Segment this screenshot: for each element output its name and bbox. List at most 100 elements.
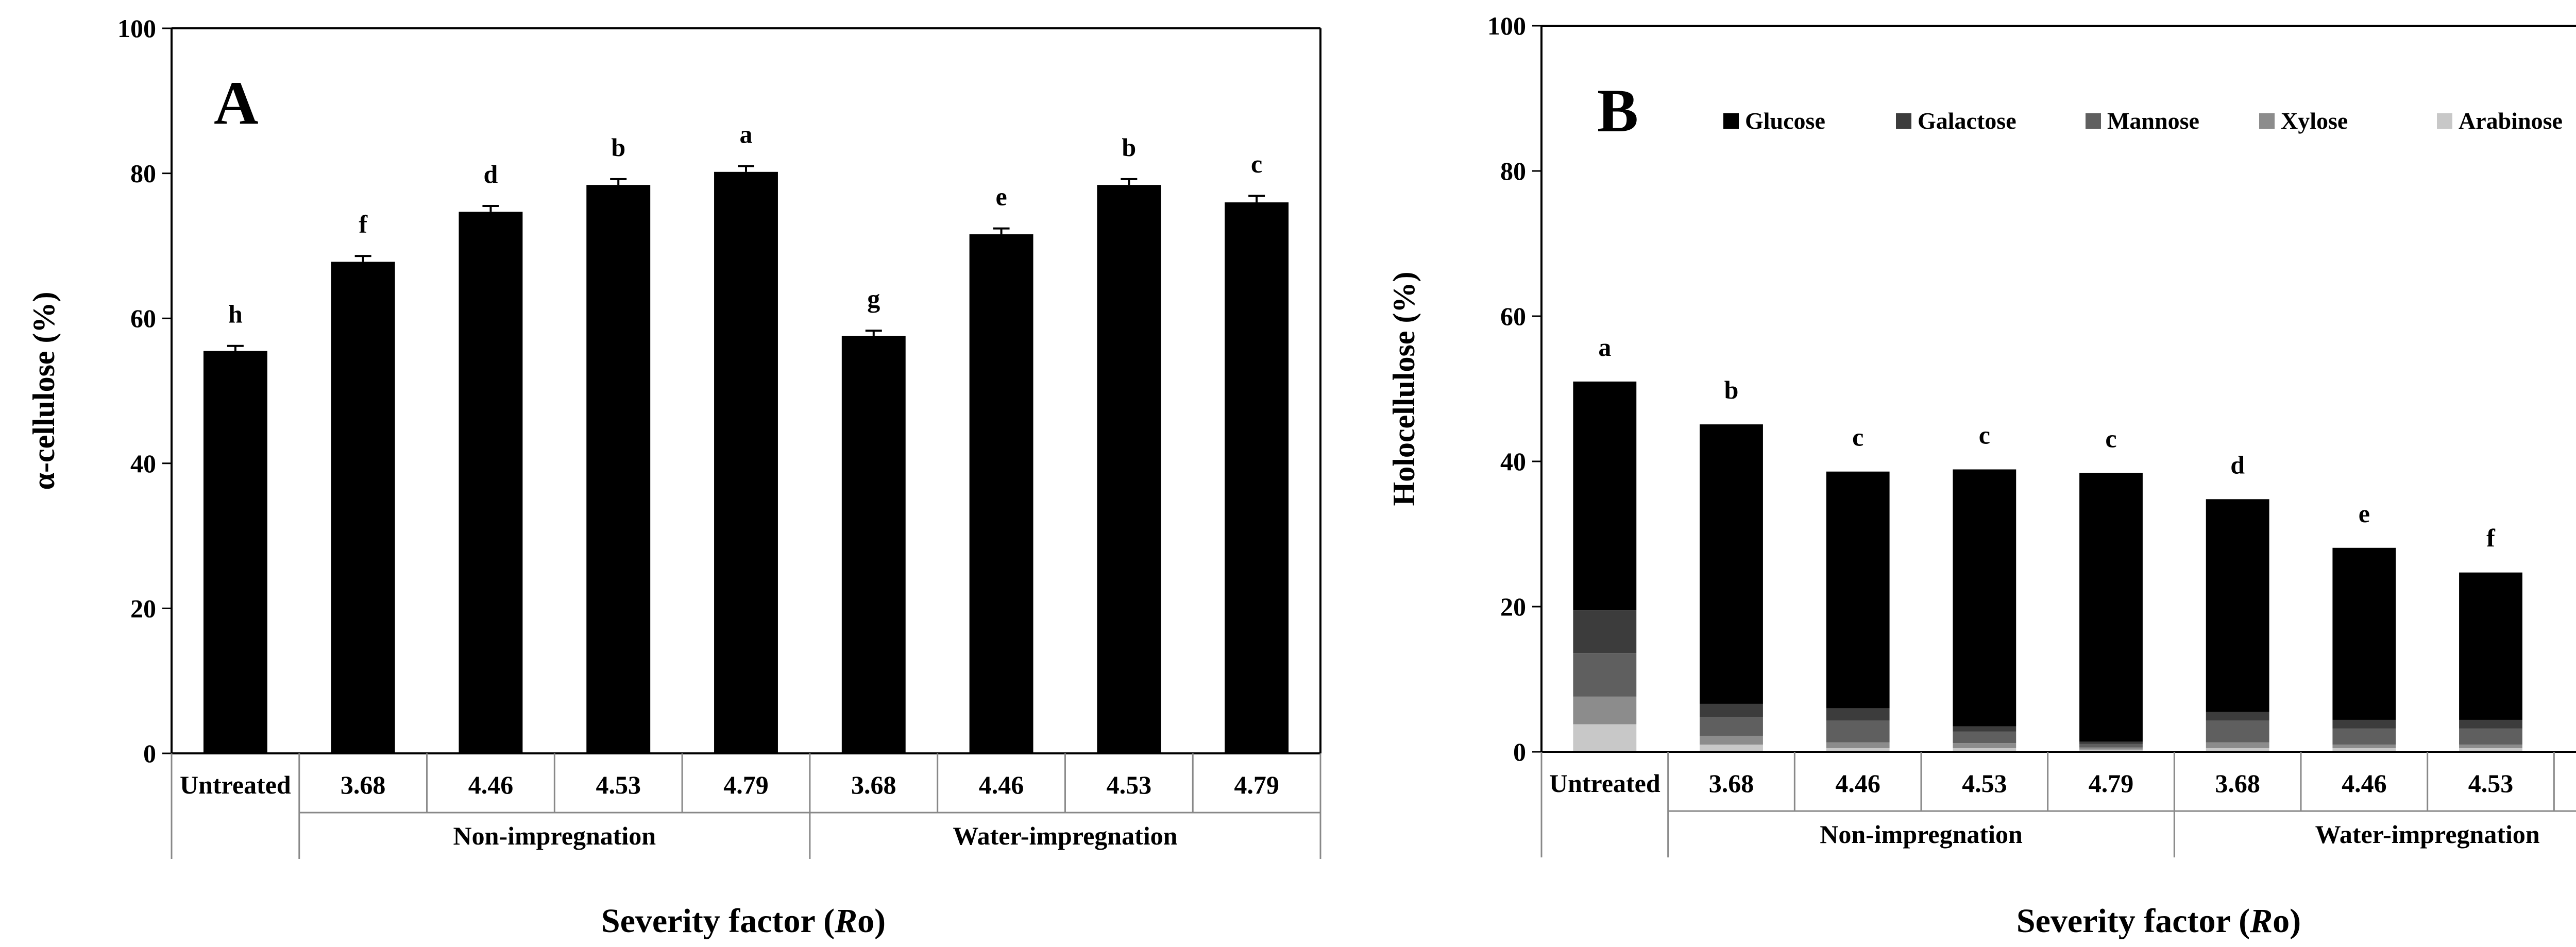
significance-letter: a bbox=[740, 120, 753, 149]
legend-label: Galactose bbox=[1918, 108, 2016, 134]
legend-label: Xylose bbox=[2281, 108, 2348, 134]
bar bbox=[841, 335, 906, 753]
stacked-bar-segment-xylose bbox=[2459, 744, 2522, 748]
x-category-label: 3.68 bbox=[2215, 769, 2260, 798]
legend-label: Mannose bbox=[2107, 108, 2199, 134]
stacked-bar-segment-xylose bbox=[1573, 696, 1637, 725]
bar bbox=[1097, 185, 1161, 754]
x-category-label: 3.68 bbox=[341, 770, 386, 799]
stacked-bar-segment-arabinose bbox=[2206, 748, 2269, 752]
y-tick-label: 100 bbox=[117, 14, 156, 43]
significance-letter: b bbox=[611, 133, 625, 162]
x-axis-label: Severity factor (Ro) bbox=[2016, 902, 2301, 940]
x-axis-label-part: Severity factor ( bbox=[601, 902, 835, 940]
stacked-bar-segment-galactose bbox=[2459, 719, 2522, 729]
y-tick-label: 20 bbox=[130, 594, 156, 623]
stacked-bar-segment-glucose bbox=[1953, 469, 2016, 727]
chart-panel-a: 0 20 40 60 80 100 α-cellulose (%) h f d b a g e b c Untr… bbox=[27, 14, 1321, 940]
x-axis-label-part: R bbox=[2249, 902, 2273, 940]
stacked-bar-segment-xylose bbox=[1700, 735, 1763, 745]
stacked-bar-segment-mannose bbox=[2459, 728, 2522, 745]
legend-swatch bbox=[2086, 113, 2101, 129]
stacked-bar-segment-arabinose bbox=[1700, 744, 1763, 752]
stacked-bar-segment-xylose bbox=[2332, 744, 2396, 748]
stacked-bar-segment-galactose bbox=[2206, 712, 2269, 721]
x-group-label: Non-impregnation bbox=[1820, 820, 2023, 849]
stacked-bar-segment-xylose bbox=[1953, 743, 2016, 748]
panel-label: B bbox=[1597, 76, 1638, 145]
significance-letter: c bbox=[1979, 421, 1990, 450]
stacked-bar-segment-arabinose bbox=[2332, 748, 2396, 752]
stacked-bar-segment-xylose bbox=[2079, 747, 2143, 750]
stacked-bar-segment-mannose bbox=[2332, 728, 2396, 745]
legend-swatch bbox=[1723, 113, 1739, 129]
bar bbox=[1225, 202, 1289, 753]
bar bbox=[203, 351, 267, 753]
y-axis-label: α-cellulose (%) bbox=[27, 291, 61, 490]
x-group-label: Water-impregnation bbox=[953, 821, 1177, 850]
stacked-bar-segment-galactose bbox=[1573, 610, 1637, 653]
bar-series: h f d b a g e b c bbox=[203, 120, 1289, 754]
y-tick-label: 80 bbox=[130, 159, 156, 188]
legend-label: Arabinose bbox=[2459, 108, 2563, 134]
stacked-bar-segment-arabinose bbox=[2459, 748, 2522, 752]
y-axis-label: Holocellulose (%) bbox=[1387, 272, 1421, 506]
legend-swatch bbox=[2259, 113, 2275, 129]
x-group-label: Non-impregnation bbox=[453, 821, 656, 850]
stacked-bar-segment-glucose bbox=[1826, 471, 1890, 709]
significance-letter: e bbox=[995, 182, 1007, 211]
legend-swatch bbox=[1896, 113, 1911, 129]
significance-letter: d bbox=[2230, 450, 2245, 479]
x-category-label: 4.46 bbox=[2342, 769, 2387, 798]
bar bbox=[459, 212, 523, 753]
x-axis-label-part: R bbox=[834, 902, 857, 940]
stacked-bar-segment-galactose bbox=[2079, 742, 2143, 744]
y-tick-label: 40 bbox=[1500, 447, 1526, 476]
significance-letter: c bbox=[2105, 424, 2116, 453]
significance-letter: f bbox=[2486, 524, 2496, 553]
x-category-label: 3.68 bbox=[851, 770, 896, 799]
significance-letter: f bbox=[359, 210, 368, 238]
stacked-bar-segment-glucose bbox=[1573, 381, 1637, 611]
x-category-label: 4.53 bbox=[1962, 769, 2007, 798]
y-tick-label: 60 bbox=[130, 304, 156, 333]
bar-series: abcccdefd bbox=[1573, 333, 2522, 752]
stacked-bar-segment-mannose bbox=[1826, 720, 1890, 743]
x-axis-label-part: Severity factor ( bbox=[2016, 902, 2250, 940]
stacked-bar-segment-glucose bbox=[2459, 572, 2522, 720]
bar bbox=[331, 262, 395, 754]
stacked-bar-segment-mannose bbox=[1700, 717, 1763, 736]
significance-letter: b bbox=[1122, 133, 1136, 162]
stacked-bar-segment-mannose bbox=[1573, 653, 1637, 697]
y-tick-label: 0 bbox=[1513, 737, 1526, 766]
bar bbox=[586, 185, 651, 754]
legend-label: Glucose bbox=[1745, 108, 1825, 134]
significance-letter: h bbox=[228, 300, 243, 329]
significance-letter: g bbox=[867, 284, 880, 313]
stacked-bar-segment-xylose bbox=[1826, 742, 1890, 748]
y-tick-label: 80 bbox=[1500, 157, 1526, 185]
x-category-label: 4.46 bbox=[979, 770, 1024, 799]
bar bbox=[714, 171, 778, 754]
panel-label: A bbox=[214, 68, 259, 137]
x-category-label: 4.46 bbox=[1835, 769, 1880, 798]
significance-letter: c bbox=[1251, 149, 1262, 178]
x-category-label: 4.79 bbox=[723, 770, 769, 799]
x-axis-label-part: o) bbox=[2273, 902, 2301, 940]
stacked-bar-segment-arabinose bbox=[1953, 748, 2016, 752]
y-tick-label: 100 bbox=[1487, 11, 1526, 40]
stacked-bar-segment-mannose bbox=[1953, 731, 2016, 744]
significance-letter: a bbox=[1598, 333, 1611, 361]
stacked-bar-segment-glucose bbox=[2332, 547, 2396, 720]
y-tick-label: 40 bbox=[130, 449, 156, 478]
x-axis-label: Severity factor (Ro) bbox=[601, 902, 886, 940]
x-category-label: 4.53 bbox=[1107, 770, 1152, 799]
stacked-bar-segment-mannose bbox=[2206, 720, 2269, 743]
significance-letter: c bbox=[1852, 423, 1863, 452]
x-category-label: 4.53 bbox=[2468, 769, 2514, 798]
x-category-label: 4.46 bbox=[468, 770, 514, 799]
x-axis-label-part: o) bbox=[857, 902, 886, 940]
legend: Glucose Galactose Mannose Xylose Arabinose bbox=[1723, 108, 2563, 134]
